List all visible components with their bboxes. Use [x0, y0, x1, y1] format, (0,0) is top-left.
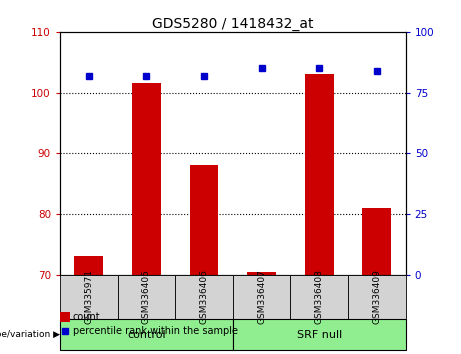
Bar [118, 275, 175, 319]
Bar [362, 208, 391, 275]
Text: count: count [73, 312, 100, 322]
Bar [60, 275, 118, 319]
Bar [60, 319, 233, 350]
Text: GSM336407: GSM336407 [257, 269, 266, 324]
Bar [247, 272, 276, 275]
Text: percentile rank within the sample: percentile rank within the sample [73, 326, 238, 336]
Bar [189, 165, 219, 275]
Bar [305, 74, 334, 275]
Bar [233, 319, 406, 350]
Bar [348, 275, 406, 319]
Text: control: control [127, 330, 165, 339]
Text: GSM336406: GSM336406 [200, 269, 208, 324]
Text: GSM336408: GSM336408 [315, 269, 324, 324]
Bar [175, 275, 233, 319]
Text: SRF null: SRF null [296, 330, 342, 339]
Text: genotype/variation ▶: genotype/variation ▶ [0, 330, 60, 339]
Text: GSM335971: GSM335971 [84, 269, 93, 324]
Text: GSM336409: GSM336409 [372, 269, 381, 324]
Bar [74, 256, 103, 275]
Bar [233, 275, 290, 319]
Title: GDS5280 / 1418432_at: GDS5280 / 1418432_at [152, 17, 313, 31]
Bar [290, 275, 348, 319]
Bar [132, 84, 161, 275]
Text: GSM336405: GSM336405 [142, 269, 151, 324]
